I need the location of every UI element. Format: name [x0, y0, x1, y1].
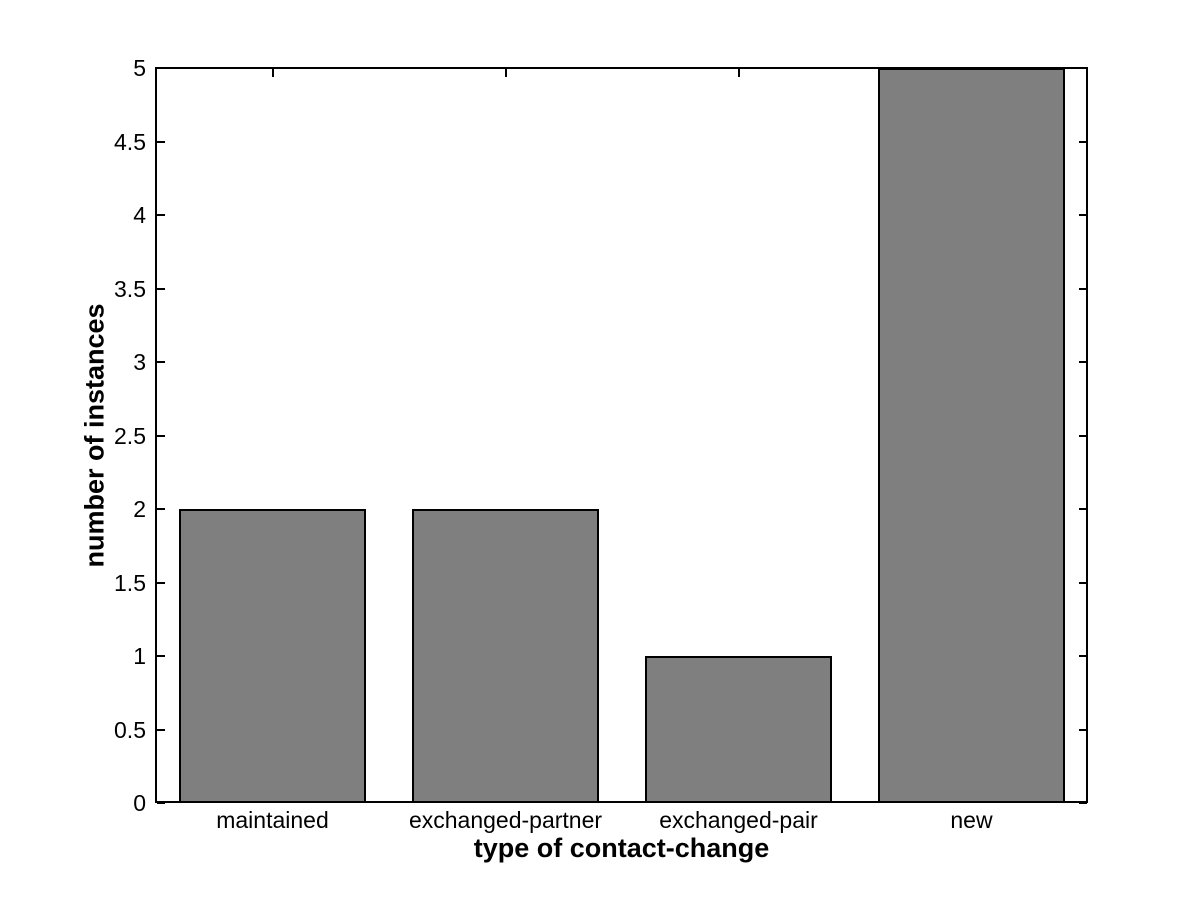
- y-tick-left: [157, 434, 165, 437]
- bar-maintained: [179, 509, 366, 803]
- y-tick-left: [157, 361, 165, 363]
- y-tick-right: [1079, 655, 1087, 657]
- y-tick-left: [157, 287, 165, 290]
- y-tick-right: [1079, 508, 1087, 510]
- y-tick-right: [1079, 287, 1087, 290]
- y-tick-label: 1: [133, 643, 146, 669]
- y-tick-left: [157, 655, 165, 657]
- y-tick-label: 0.5: [114, 716, 146, 743]
- y-tick-label: 1.5: [114, 569, 146, 596]
- bar-exchanged-partner: [412, 509, 599, 803]
- bar-exchanged-pair: [645, 656, 832, 803]
- y-tick-left: [157, 214, 165, 216]
- y-tick-label: 4: [133, 202, 146, 228]
- y-tick-right: [1079, 434, 1087, 437]
- y-tick-right: [1079, 802, 1087, 804]
- y-tick-left: [157, 508, 165, 510]
- y-tick-label: 4.5: [114, 128, 146, 155]
- y-tick-label: 3: [133, 349, 146, 375]
- y-tick-label: 2: [133, 496, 146, 522]
- x-category-label: exchanged-partner: [408, 807, 603, 833]
- x-category-label: maintained: [216, 807, 329, 833]
- y-tick-right: [1079, 214, 1087, 216]
- y-tick-left: [157, 728, 165, 731]
- x-category-label: exchanged-pair: [659, 807, 818, 833]
- y-tick-right: [1079, 67, 1087, 69]
- bar-new: [878, 68, 1065, 803]
- y-tick-right: [1079, 728, 1087, 731]
- x-category-label: new: [950, 807, 993, 833]
- y-tick-label: 3.5: [114, 275, 146, 302]
- x-axis-label: type of contact-change: [473, 833, 770, 863]
- x-tick-top: [504, 69, 507, 77]
- y-tick-right: [1079, 581, 1087, 584]
- y-tick-left: [157, 802, 165, 804]
- y-tick-right: [1079, 140, 1087, 143]
- y-tick-right: [1079, 361, 1087, 363]
- x-tick-top: [271, 69, 274, 77]
- y-tick-label: 0: [133, 790, 146, 816]
- x-tick-top: [737, 69, 740, 77]
- y-tick-left: [157, 581, 165, 584]
- y-tick-label: 2.5: [114, 422, 146, 449]
- y-tick-left: [157, 140, 165, 143]
- y-tick-left: [157, 67, 165, 69]
- y-tick-label: 5: [133, 55, 146, 81]
